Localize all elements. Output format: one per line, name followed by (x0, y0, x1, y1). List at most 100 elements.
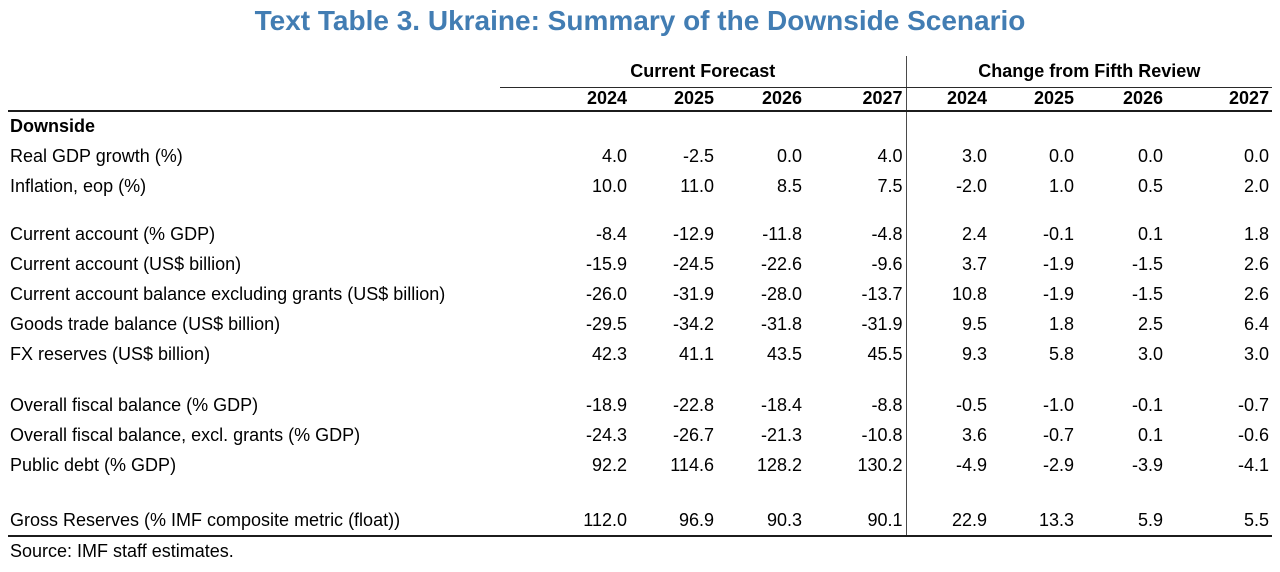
table-row: Inflation, eop (%) 10.0 11.0 8.5 7.5 -2.0 1.0 0… (8, 171, 1272, 201)
cell-value: -24.5 (672, 253, 714, 274)
spacer-cell (990, 201, 1077, 219)
cell-value: -31.9 (672, 283, 714, 304)
table-row: Real GDP growth (%) 4.0 -2.5 0.0 4.0 3.0 0.0 0.… (8, 141, 1272, 171)
cell-value: 9.5 (905, 309, 991, 339)
cell-value: 4.0 (877, 145, 903, 166)
spacer-cell (1166, 201, 1272, 219)
cell-value: 0.5 (1138, 175, 1164, 196)
cell-value: 0.1 (1138, 223, 1164, 244)
cell-value: 92.2 (591, 454, 627, 475)
cell-value: -18.4 (760, 394, 802, 415)
cell-value: 2.5 (1138, 313, 1164, 334)
cell-value: -0.6 (1238, 424, 1270, 445)
cell-value: 112.0 (583, 510, 627, 530)
spacer-cell (630, 201, 717, 219)
cell-value: 5.8 (1049, 343, 1075, 364)
cell-value: 3.0 (1244, 343, 1270, 364)
spacer-cell (717, 369, 805, 390)
summary-table: Current Forecast Change from Fifth Revie… (8, 56, 1273, 537)
cell-value: 3.0 (905, 141, 991, 171)
cell-value: 22.9 (905, 506, 991, 536)
cell-value: -24.3 (585, 424, 627, 445)
cell-value: -8.4 (595, 223, 627, 244)
table-row: Overall fiscal balance, excl. grants (% … (8, 420, 1272, 450)
row-label: Overall fiscal balance (% GDP) (10, 394, 259, 415)
cell-value: 2.6 (1244, 283, 1270, 304)
cell-value: 42.3 (591, 343, 627, 364)
column-group-current-forecast: Current Forecast (500, 56, 907, 88)
cell-value: -3.9 (1132, 454, 1164, 475)
table-row: Public debt (% GDP) 92.2 114.6 128.2 130.2 -4… (8, 450, 1272, 480)
spacer-cell (905, 369, 991, 390)
year-header-row: 2024 2025 2026 2027 2024 2025 2026 2027 (8, 87, 1273, 112)
row-label: Goods trade balance (US$ billion) (10, 313, 281, 334)
table-row: FX reserves (US$ billion) 42.3 41.1 43.5 45.… (8, 339, 1272, 369)
cell-value (1166, 111, 1272, 141)
section-label: Downside (10, 116, 96, 136)
cell-value: -31.8 (760, 313, 802, 334)
spacer-cell (805, 369, 906, 390)
spacer-cell (717, 480, 805, 506)
cell-value: -28.0 (760, 283, 802, 304)
cell-value: -4.8 (871, 223, 903, 244)
cell-value: -1.0 (1043, 394, 1075, 415)
group-header-spacer (8, 56, 500, 87)
cell-value: -4.1 (1238, 454, 1270, 475)
row-label: FX reserves (US$ billion) (10, 343, 211, 364)
cell-value: 4.0 (601, 145, 627, 166)
year-header: 2026 (1077, 87, 1167, 112)
cell-value (1077, 111, 1166, 141)
cell-value: 2.0 (1244, 175, 1270, 196)
source-note: Source: IMF staff estimates. (10, 541, 234, 561)
cell-value: 2.6 (1244, 253, 1270, 274)
cell-value: -1.5 (1132, 283, 1164, 304)
row-label: Current account balance excluding grants… (10, 283, 446, 304)
spacer-cell (500, 480, 630, 506)
table-row: Goods trade balance (US$ billion) -29.5 -3… (8, 309, 1272, 339)
spacer-cell (1077, 201, 1166, 219)
year-header: 2026 (717, 87, 805, 112)
year-header: 2024 (905, 87, 991, 112)
cell-value: 7.5 (877, 175, 903, 196)
table-row: Overall fiscal balance (% GDP) -18.9 -22.8… (8, 390, 1272, 420)
cell-value: 0.1 (1138, 424, 1164, 445)
cell-value: -11.8 (762, 223, 802, 244)
cell-value: 1.0 (1049, 175, 1075, 196)
table-row: Downside (8, 111, 1272, 141)
spacer-cell (500, 369, 630, 390)
cell-value: 10.0 (591, 175, 627, 196)
year-header: 2024 (500, 87, 630, 112)
cell-value: -31.9 (861, 313, 903, 334)
row-label: Current account (US$ billion) (10, 253, 242, 274)
cell-value: 1.8 (1244, 223, 1270, 244)
cell-value: 13.3 (1039, 510, 1075, 530)
cell-value: -8.8 (871, 394, 903, 415)
table-row: Current account (US$ billion) -15.9 -24.5 -… (8, 249, 1272, 279)
cell-value: -13.7 (861, 283, 903, 304)
group-header-row: Current Forecast Change from Fifth Revie… (8, 56, 1273, 88)
cell-value: 3.6 (905, 420, 991, 450)
cell-value: -10.8 (861, 424, 903, 445)
spacer-cell (1166, 369, 1272, 390)
cell-value: -29.5 (585, 313, 627, 334)
spacer-cell (1077, 369, 1166, 390)
cell-value (500, 111, 630, 141)
cell-value: 0.0 (1244, 145, 1270, 166)
cell-value: 96.9 (678, 510, 714, 530)
cell-value: -0.1 (1132, 394, 1164, 415)
cell-value: 0.0 (776, 145, 802, 166)
cell-value: 90.3 (766, 510, 802, 530)
cell-value: 5.9 (1138, 510, 1164, 530)
cell-value: -1.9 (1043, 253, 1075, 274)
table-row: Gross Reserves (% IMF composite metric (… (8, 506, 1272, 536)
spacer-cell (630, 369, 717, 390)
cell-value: -0.7 (1043, 424, 1075, 445)
year-header: 2025 (990, 87, 1078, 112)
cell-value: -4.9 (905, 450, 991, 480)
table-row: Current account (% GDP) -8.4 -12.9 -11.8 -4.… (8, 219, 1272, 249)
cell-value: -0.1 (1043, 223, 1075, 244)
year-header: 2027 (1166, 87, 1273, 112)
row-label: Real GDP growth (%) (10, 145, 183, 166)
year-header: 2025 (630, 87, 717, 112)
